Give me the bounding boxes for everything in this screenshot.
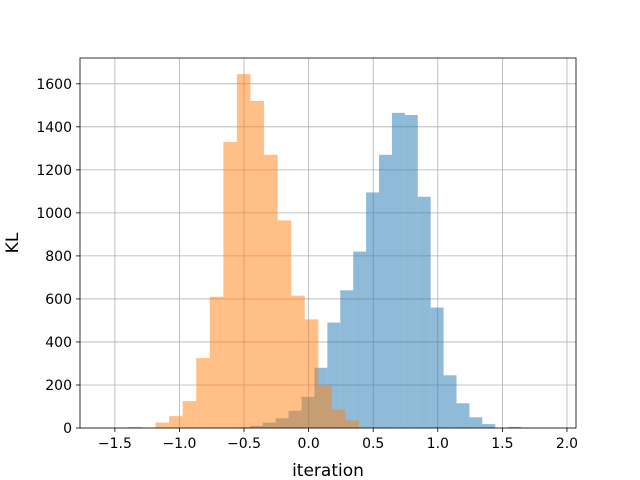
- histogram-bar: [155, 422, 170, 428]
- histogram-bar: [128, 426, 142, 428]
- histogram-bar: [391, 112, 405, 429]
- histogram-bar: [196, 358, 210, 428]
- histogram-bar: [379, 154, 392, 429]
- x-tick-label: −1.5: [98, 436, 132, 452]
- x-tick-label: 2.0: [556, 436, 578, 452]
- y-tick-label: 1600: [36, 77, 72, 93]
- y-tick-label: 0: [63, 421, 72, 437]
- histogram-bar: [404, 115, 418, 429]
- histogram-bar: [353, 251, 367, 428]
- histogram-bar: [236, 74, 251, 428]
- y-tick-label: 800: [45, 249, 72, 265]
- x-tick-label: 0.0: [297, 436, 319, 452]
- y-tick-label: 1000: [36, 206, 72, 222]
- y-tick-label: 400: [45, 335, 72, 351]
- y-tick-label: 1200: [36, 163, 72, 179]
- histogram-bar: [277, 220, 292, 428]
- histogram-bar: [443, 375, 457, 428]
- histogram-bar: [482, 424, 496, 428]
- x-axis-title: iteration: [292, 461, 364, 480]
- histogram-bar: [182, 401, 197, 428]
- histogram-bar: [340, 290, 354, 428]
- plot-frame: [79, 57, 577, 429]
- histogram-bar: [264, 154, 278, 429]
- bars: [128, 74, 522, 429]
- histogram-bar: [250, 101, 265, 428]
- histogram-bar: [223, 141, 237, 428]
- y-tick-label: 600: [45, 292, 72, 308]
- histogram-bar: [430, 307, 444, 428]
- histogram-bar: [304, 319, 319, 428]
- x-tick-label: −1.0: [162, 436, 196, 452]
- y-tick-label: 1400: [36, 120, 72, 136]
- histogram-bar: [209, 296, 224, 428]
- y-axis-ticks: 0 200 400 600 800 1000 1200 1400 1600: [36, 77, 80, 437]
- histogram-bar: [291, 295, 305, 428]
- histogram-bar: [345, 420, 359, 428]
- histogram-bar: [508, 426, 522, 428]
- histogram-bar: [169, 416, 183, 428]
- histogram-bar: [456, 403, 470, 428]
- x-axis-ticks: −1.5 −1.0 −0.5 0.0 0.5 1.0 1.5 2.0: [98, 428, 578, 452]
- x-tick-label: 1.0: [427, 436, 449, 452]
- histogram-bar: [366, 192, 380, 428]
- y-axis-title: KL: [3, 232, 23, 253]
- x-tick-label: −0.5: [227, 436, 261, 452]
- histogram-bar: [318, 384, 332, 428]
- histogram-bar: [331, 409, 346, 428]
- x-tick-label: 1.5: [491, 436, 513, 452]
- y-tick-label: 200: [45, 378, 72, 394]
- x-tick-label: 0.5: [362, 436, 384, 452]
- histogram-bar: [417, 196, 431, 428]
- histogram-bar: [469, 417, 483, 428]
